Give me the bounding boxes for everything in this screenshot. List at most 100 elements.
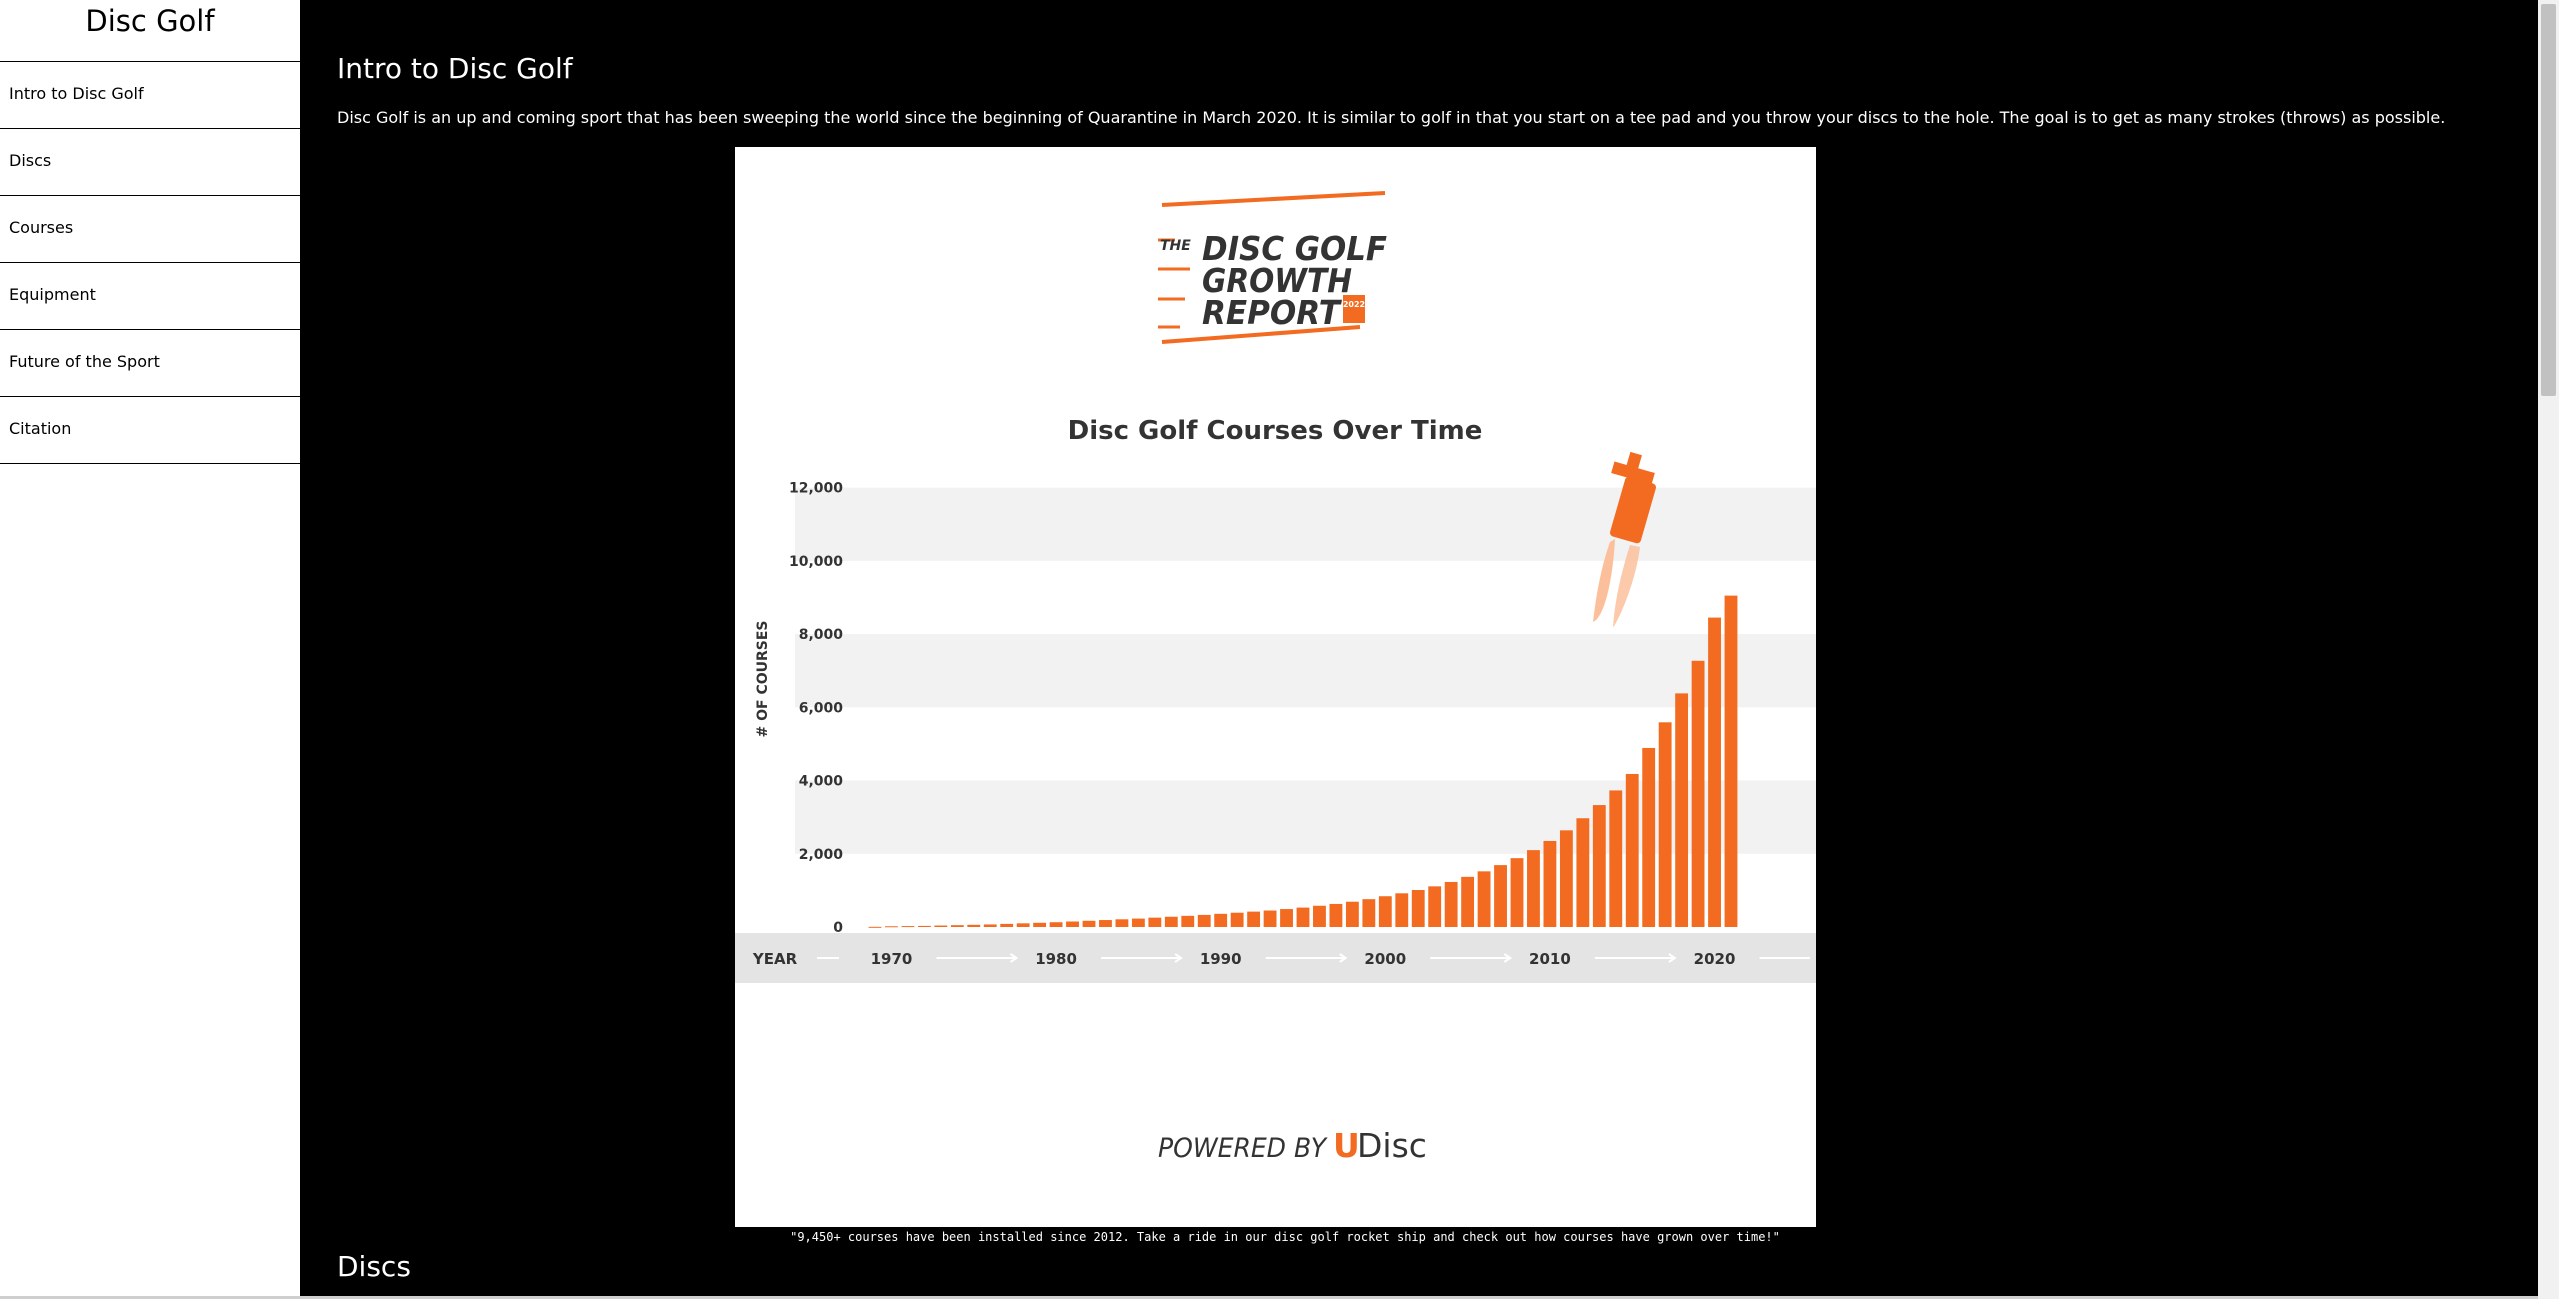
nav-item-citation[interactable]: Citation [0, 397, 300, 464]
y-axis-label: # OF COURSES [755, 621, 771, 738]
bar [1082, 920, 1096, 927]
axis-arrow-head [1339, 953, 1348, 963]
bar [1592, 805, 1606, 927]
bar [1461, 876, 1475, 927]
nav-item-intro[interactable]: Intro to Disc Golf [0, 62, 300, 129]
bar [967, 924, 981, 927]
axis-arrow-head [1174, 953, 1183, 963]
bar [1362, 899, 1376, 927]
bar [1527, 850, 1540, 927]
x-tick-label: 1970 [871, 950, 913, 968]
bar [1543, 840, 1557, 927]
bar [1675, 693, 1689, 927]
bar [1033, 922, 1047, 927]
bar [1016, 923, 1030, 927]
bar [1724, 595, 1738, 927]
x-tick-label: 2000 [1364, 950, 1406, 968]
discs-heading: Discs [337, 1250, 411, 1283]
bar [1066, 921, 1079, 927]
main-content: Intro to Disc Golf Disc Golf is an up an… [300, 0, 2538, 1299]
grid-band [795, 487, 1816, 561]
bar [983, 924, 997, 927]
courses-chart: THE DISC GOLF GROWTH REPORT 2022 Disc Go… [735, 191, 1816, 1165]
x-axis-label: YEAR [752, 950, 798, 968]
vertical-scrollbar[interactable] [2538, 0, 2559, 1299]
powered-by-text: POWERED BY [1158, 1133, 1328, 1164]
bar [868, 926, 882, 928]
y-tick-label: 4,000 [799, 774, 844, 790]
x-tick-label: 1990 [1200, 950, 1242, 968]
y-tick-label: 10,000 [789, 554, 843, 570]
bar [1559, 830, 1573, 927]
y-tick-label: 12,000 [789, 481, 843, 497]
bar [1214, 913, 1228, 927]
bar [1131, 918, 1145, 927]
bar [1329, 903, 1343, 927]
logo-line1: DISC GOLF [1202, 229, 1387, 268]
bar [1609, 790, 1623, 927]
site-title: Disc Golf [0, 0, 300, 62]
y-tick-label: 8,000 [799, 627, 844, 643]
nav-item-courses[interactable]: Courses [0, 196, 300, 263]
grid-band [795, 634, 1816, 708]
logo-the: THE [1160, 238, 1191, 254]
bar [1230, 912, 1244, 927]
bar [1444, 881, 1458, 927]
bar [1691, 660, 1705, 927]
bar [1247, 911, 1261, 927]
bar [1263, 910, 1277, 927]
bar [1428, 886, 1442, 927]
bar [1378, 896, 1392, 927]
bar [1625, 773, 1639, 927]
bar [1411, 890, 1425, 927]
bar [934, 925, 948, 927]
x-tick-label: 1980 [1035, 950, 1077, 968]
logo-line3: REPORT [1202, 293, 1342, 332]
bar [1115, 919, 1129, 927]
intro-heading: Intro to Disc Golf [337, 52, 573, 85]
bar [1280, 909, 1293, 927]
bar [917, 925, 931, 927]
bar [1181, 915, 1195, 927]
bar [901, 926, 915, 928]
bar [1099, 920, 1112, 927]
bar [1658, 722, 1672, 927]
bar [1296, 907, 1310, 927]
axis-arrow-head [1009, 953, 1019, 963]
bar [1313, 905, 1326, 927]
y-tick-label: 6,000 [799, 700, 844, 716]
x-tick-label: 2010 [1529, 950, 1571, 968]
y-tick-label: 0 [833, 920, 843, 936]
figure-caption: "9,450+ courses have been installed sinc… [790, 1230, 1780, 1244]
axis-arrow-head [1503, 953, 1513, 963]
udisc-logo-rest: Disc [1357, 1126, 1427, 1165]
sidebar: Disc Golf Intro to Disc Golf Discs Cours… [0, 0, 300, 1299]
scrollbar-thumb[interactable] [2541, 4, 2556, 396]
axis-arrow-head [1668, 953, 1677, 963]
nav-item-equipment[interactable]: Equipment [0, 263, 300, 330]
bar [1576, 818, 1590, 927]
bar [1164, 916, 1178, 927]
udisc-logo-u: U [1333, 1126, 1360, 1165]
growth-report-figure: THE DISC GOLF GROWTH REPORT 2022 Disc Go… [735, 147, 1816, 1227]
bar [1148, 917, 1162, 927]
bar [1510, 858, 1524, 927]
intro-paragraph: Disc Golf is an up and coming sport that… [337, 108, 2446, 127]
horizontal-scrollbar[interactable] [0, 1296, 2538, 1299]
bar [950, 925, 964, 927]
bar [1197, 914, 1211, 927]
nav-item-future[interactable]: Future of the Sport [0, 330, 300, 397]
bar [1494, 865, 1507, 927]
bar [1049, 922, 1063, 927]
bar [1642, 747, 1656, 927]
bar [1477, 871, 1491, 927]
growth-report-logo: THE DISC GOLF GROWTH REPORT 2022 [1158, 191, 1387, 344]
nav-item-discs[interactable]: Discs [0, 129, 300, 196]
bar [1395, 893, 1409, 927]
rocket-illustration [1593, 451, 1656, 627]
bar [1000, 923, 1014, 927]
logo-line2: GROWTH [1202, 261, 1352, 300]
logo-year: 2022 [1343, 300, 1365, 309]
bar [885, 926, 898, 928]
bar [1345, 901, 1359, 927]
